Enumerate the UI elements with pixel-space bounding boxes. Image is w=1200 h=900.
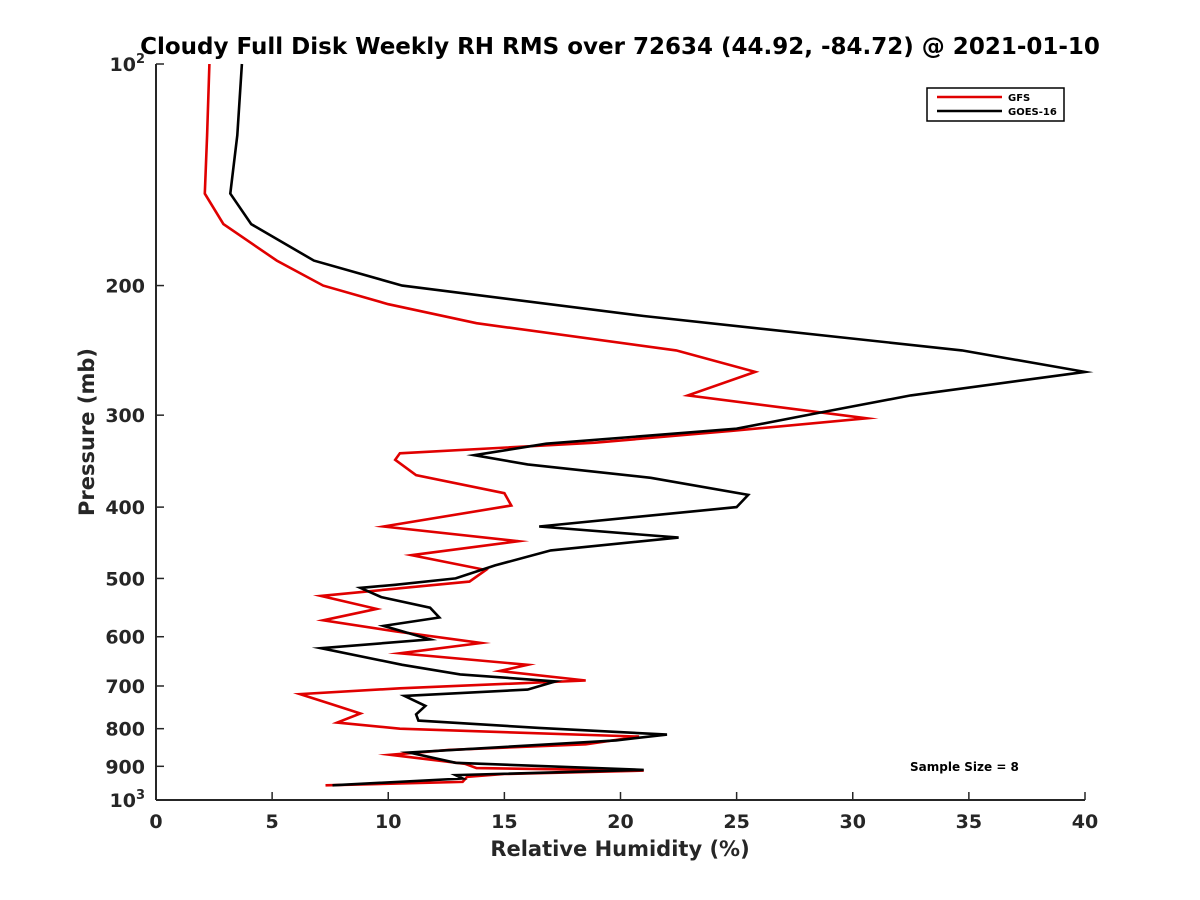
y-tick-label: 102 — [110, 52, 146, 76]
legend-box — [926, 87, 1065, 122]
x-tick-label: 20 — [607, 811, 633, 833]
series-line-goes16 — [228, 63, 1094, 787]
y-tick-label: 300 — [105, 405, 145, 427]
series-layer — [203, 63, 1094, 787]
x-tick-label: 30 — [840, 811, 866, 833]
y-tick-label: 500 — [105, 568, 145, 590]
x-ticks: 0 5 10 15 20 25 30 35 40 — [149, 792, 1098, 833]
x-tick-label: 35 — [956, 811, 982, 833]
chart-title: Cloudy Full Disk Weekly RH RMS over 7263… — [140, 34, 1100, 60]
y-tick-label: 600 — [105, 627, 145, 649]
y-ticks: 102 200 300 400 500 600 700 800 900 103 — [105, 52, 164, 812]
legend-label-goes16: GOES-16 — [1008, 107, 1057, 118]
x-axis-label: Relative Humidity (%) — [490, 837, 749, 861]
y-tick-label: 900 — [105, 756, 145, 778]
sample-size-annotation: Sample Size = 8 — [910, 760, 1019, 774]
y-tick-label: 700 — [105, 676, 145, 698]
x-tick-label: 40 — [1072, 811, 1098, 833]
y-axis-label: Pressure (mb) — [75, 348, 99, 516]
x-tick-label: 0 — [149, 811, 162, 833]
legend-label-gfs: GFS — [1008, 93, 1030, 104]
y-tick-label: 200 — [105, 276, 145, 298]
legend: GFS GOES-16 — [926, 87, 1065, 122]
x-tick-label: 10 — [375, 811, 401, 833]
plot-area: 0 5 10 15 20 25 30 35 40 102 200 300 400 500 600 700 80… — [105, 52, 1098, 833]
x-tick-label: 5 — [266, 811, 279, 833]
y-tick-label: 400 — [105, 497, 145, 519]
x-tick-label: 25 — [723, 811, 749, 833]
y-tick-label: 800 — [105, 719, 145, 741]
y-tick-label: 103 — [110, 788, 146, 812]
x-tick-label: 15 — [491, 811, 517, 833]
